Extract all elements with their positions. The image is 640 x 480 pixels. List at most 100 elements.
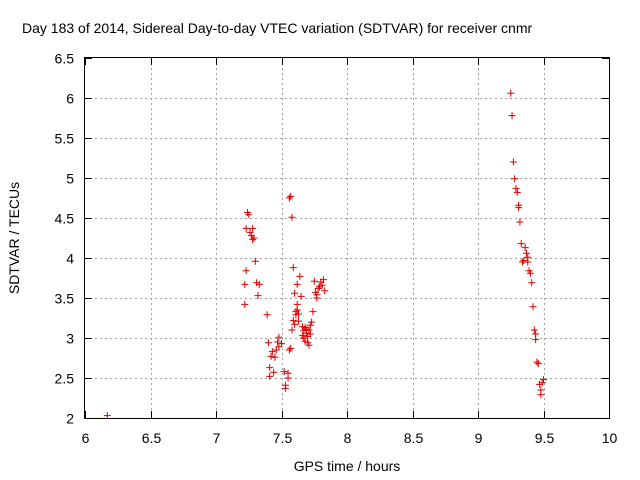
y-tick-label: 5 — [66, 171, 74, 187]
data-point — [266, 372, 274, 380]
data-point — [319, 276, 327, 284]
data-point — [305, 341, 313, 349]
y-tick-label: 4.5 — [55, 211, 75, 227]
data-point — [515, 204, 523, 212]
data-point — [263, 311, 271, 319]
data-point — [313, 291, 321, 299]
data-point — [242, 267, 250, 275]
data-point — [291, 320, 299, 328]
data-point — [309, 308, 317, 316]
y-tick-label: 6.5 — [55, 51, 75, 67]
y-tick-label: 3 — [66, 331, 74, 347]
data-point — [255, 280, 263, 288]
data-point — [249, 236, 257, 244]
data-point — [321, 287, 329, 295]
data-point — [300, 334, 308, 342]
x-axis-label: GPS time / hours — [294, 458, 401, 474]
data-point — [532, 336, 540, 344]
y-tick-label: 3.5 — [55, 291, 75, 307]
data-point — [512, 184, 520, 192]
y-tick-label: 4 — [66, 251, 74, 267]
data-point — [507, 89, 515, 97]
data-point — [305, 326, 313, 334]
plot-frame — [84, 57, 610, 419]
grid-lines — [85, 58, 609, 418]
data-point — [274, 338, 282, 346]
y-axis-label: SDTVAR / TECUs — [6, 182, 22, 294]
data-point — [271, 353, 279, 361]
data-point — [264, 339, 272, 347]
data-point — [297, 292, 305, 300]
data-point — [522, 249, 530, 257]
data-point — [517, 240, 525, 248]
data-point — [310, 277, 318, 285]
x-tick-label: 7 — [213, 430, 221, 446]
data-point — [284, 374, 292, 382]
data-point — [288, 213, 296, 221]
data-point — [249, 224, 257, 232]
x-tick-label: 7.5 — [273, 430, 293, 446]
data-point — [281, 384, 289, 392]
data-point — [280, 368, 288, 376]
data-point — [250, 234, 258, 242]
chart-title: Day 183 of 2014, Sidereal Day-to-day VTE… — [22, 20, 532, 36]
data-point — [306, 321, 314, 329]
data-point — [295, 317, 303, 325]
data-point — [288, 326, 296, 334]
data-point — [103, 412, 111, 420]
data-point — [534, 360, 542, 368]
data-point — [508, 112, 516, 120]
data-point — [291, 289, 299, 297]
data-point — [268, 348, 276, 356]
data-point — [293, 306, 301, 314]
data-point — [289, 316, 297, 324]
data-point — [254, 292, 262, 300]
data-point — [266, 364, 274, 372]
x-tick-label: 6.5 — [142, 430, 162, 446]
axis-ticks: 6 6.5 7 7.5 8 8.5 9 9.5 10 2 2.5 3 3.5 4 4.5 5 5.5 6 6.5 — [55, 51, 618, 447]
x-tick-label: 10 — [602, 430, 618, 446]
y-tick-label: 5.5 — [55, 131, 75, 147]
x-tick-label: 8.5 — [404, 430, 424, 446]
data-point — [289, 264, 297, 272]
data-point — [529, 303, 537, 311]
data-point — [245, 211, 253, 219]
data-point — [314, 284, 322, 292]
data-point — [533, 358, 541, 366]
data-point — [278, 340, 285, 348]
y-tick-label: 2 — [66, 411, 74, 427]
x-tick-label: 8 — [344, 430, 352, 446]
data-point — [537, 391, 545, 399]
data-point — [287, 344, 295, 352]
data-point — [511, 175, 519, 183]
data-point — [246, 228, 254, 236]
data-point — [540, 376, 547, 384]
data-point — [308, 318, 316, 326]
data-point — [318, 281, 326, 289]
data-point — [241, 300, 249, 308]
data-point — [287, 192, 295, 200]
data-point — [285, 194, 293, 202]
data-point — [516, 218, 524, 226]
data-point — [242, 224, 250, 232]
data-point — [520, 256, 528, 264]
y-tick-label: 2.5 — [55, 371, 75, 387]
data-points — [103, 89, 547, 420]
data-point — [267, 352, 275, 360]
x-tick-label: 9 — [475, 430, 483, 446]
x-tick-label: 6 — [82, 430, 90, 446]
data-point — [528, 279, 536, 287]
data-point — [513, 188, 521, 196]
data-point — [293, 280, 301, 288]
data-point — [251, 257, 259, 265]
data-point — [306, 330, 314, 338]
data-point — [521, 244, 529, 252]
data-point — [524, 258, 532, 266]
data-point — [275, 333, 283, 341]
data-point — [526, 269, 534, 277]
x-tick-label: 9.5 — [535, 430, 555, 446]
data-point — [296, 272, 304, 280]
data-point — [285, 346, 293, 354]
data-point — [270, 368, 278, 376]
